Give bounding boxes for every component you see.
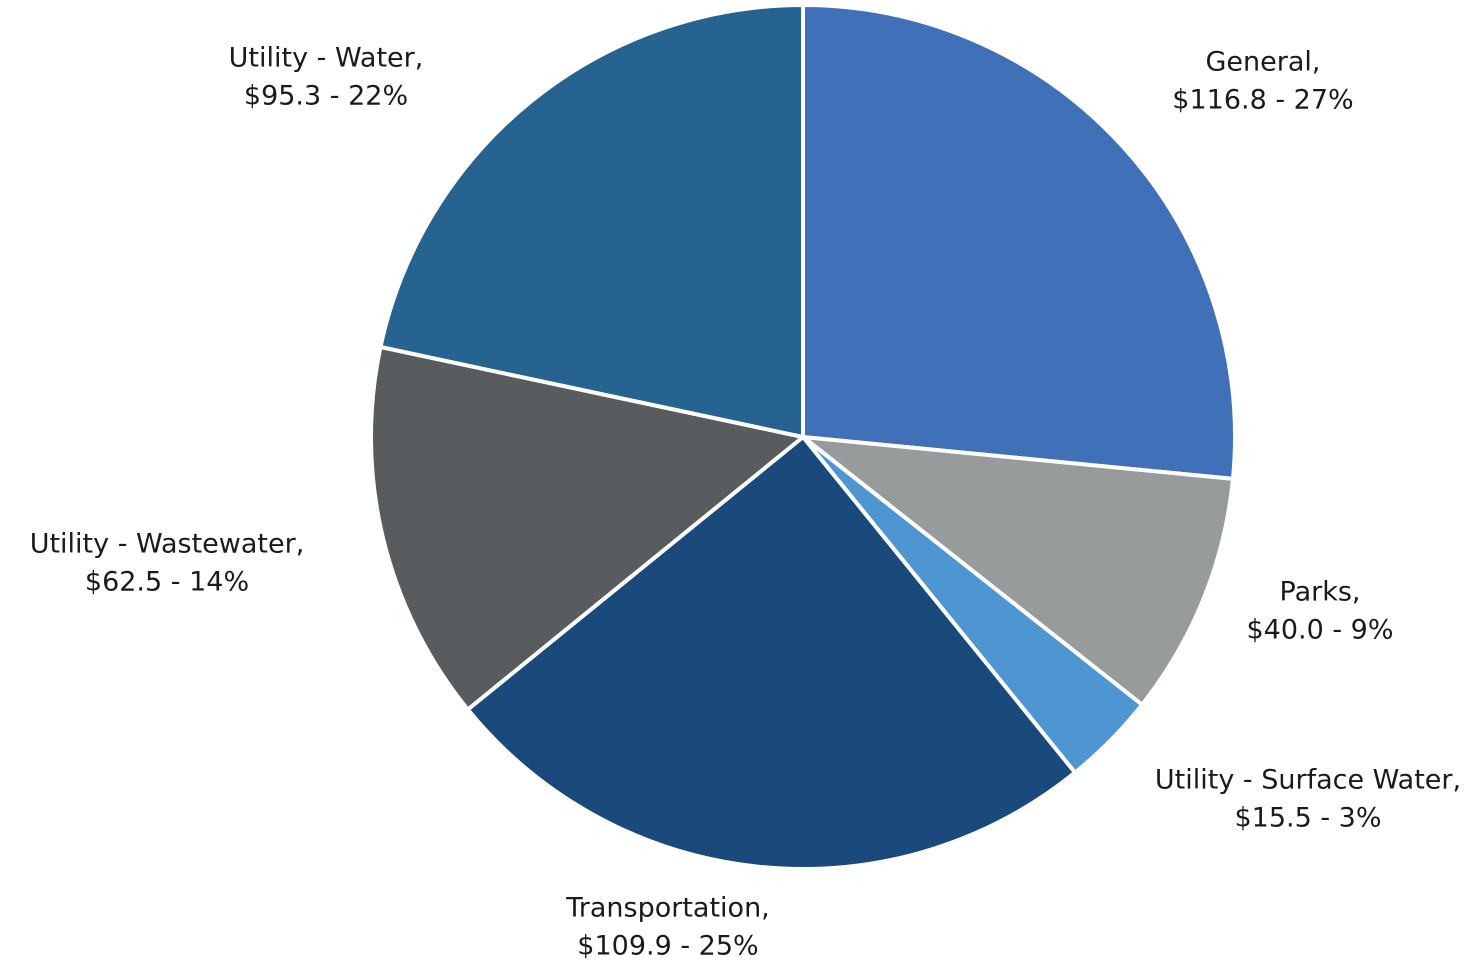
pie-slice (801, 3, 1237, 481)
slice-value-label: $109.9 - 25% (577, 931, 758, 962)
slice-value-label: $95.3 - 22% (244, 81, 408, 112)
pie-slice (801, 435, 1235, 707)
slice-label: General, (1206, 47, 1321, 78)
slice-label: Utility - Surface Water, (1155, 765, 1461, 796)
slice-label: Transportation, (565, 893, 770, 924)
pie-slice (465, 435, 1078, 871)
pie-slice (378, 3, 805, 439)
slice-label: Utility - Water, (229, 43, 424, 74)
slice-label: Parks, (1280, 577, 1361, 608)
slice-value-label: $62.5 - 14% (85, 567, 249, 598)
slice-value-label: $40.0 - 9% (1246, 615, 1393, 646)
slice-value-label: $15.5 - 3% (1234, 803, 1381, 834)
slice-label: Utility - Wastewater, (30, 529, 305, 560)
pie-slice (369, 344, 805, 712)
slice-value-label: $116.8 - 27% (1172, 85, 1353, 116)
